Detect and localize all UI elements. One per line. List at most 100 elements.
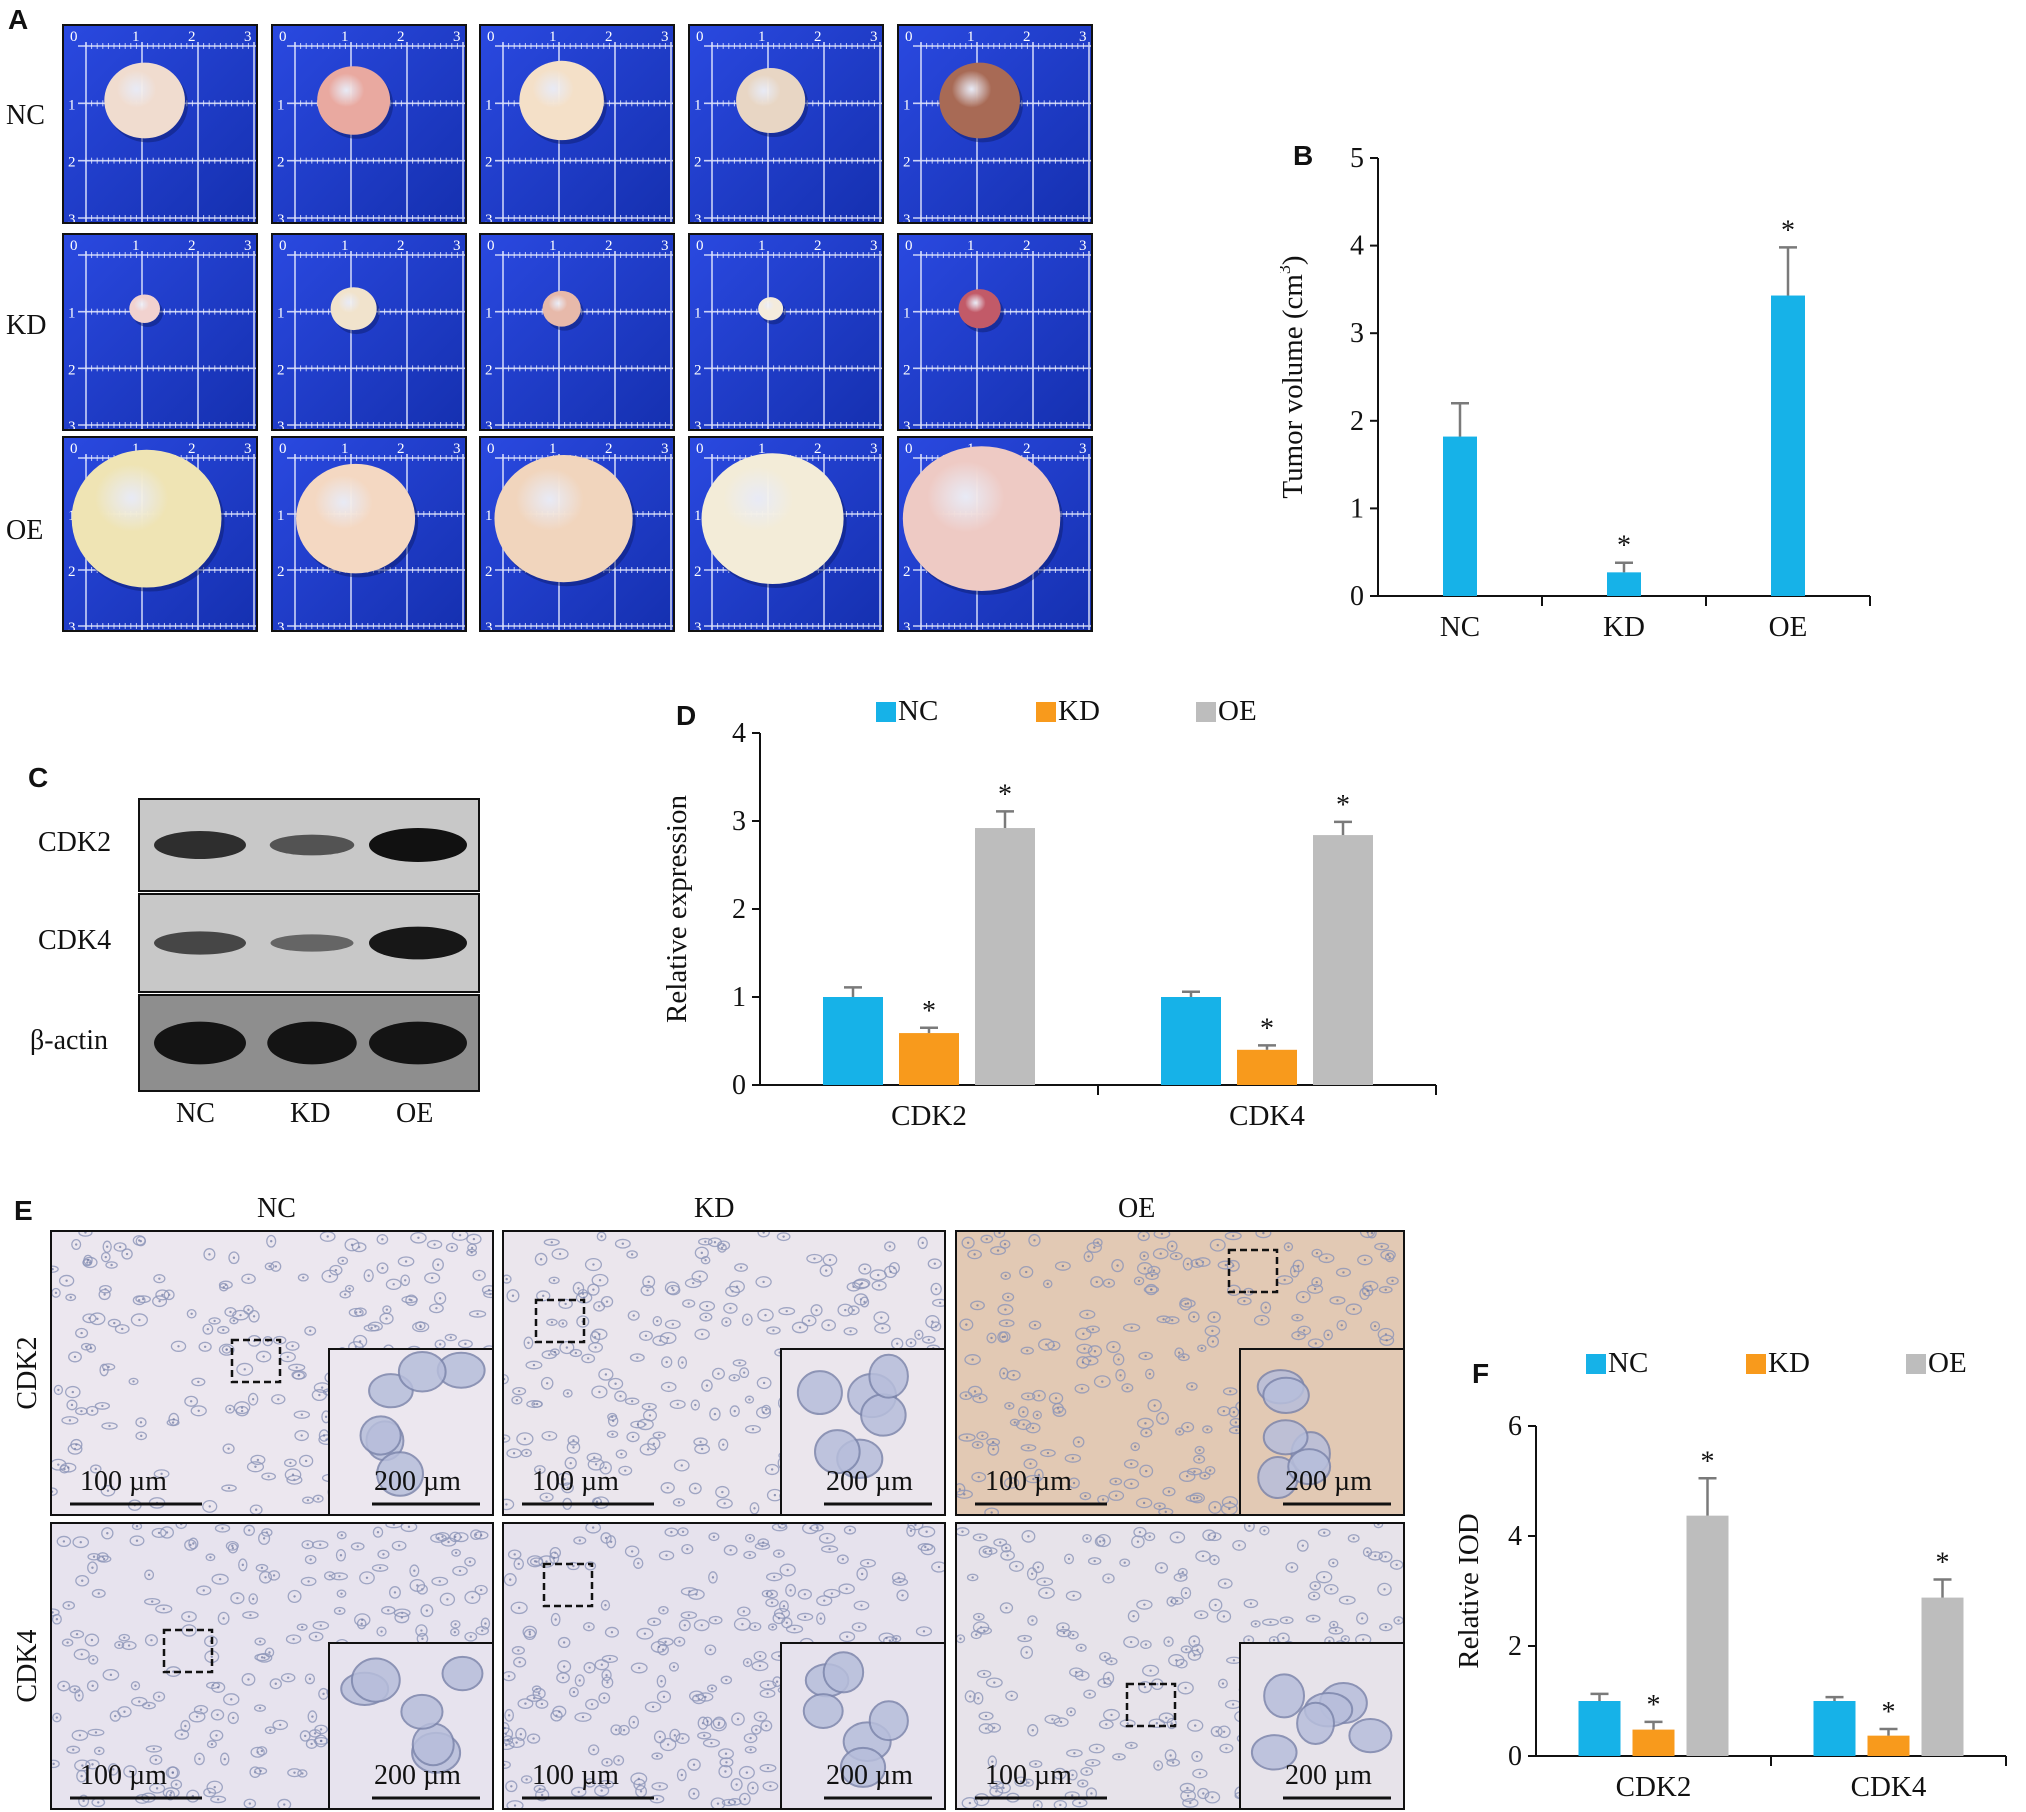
cell-nucleus — [1166, 1596, 1177, 1607]
x-tick-label: CDK4 — [1229, 1100, 1305, 1132]
cell-nucleus — [209, 1729, 224, 1742]
cell-nucleus — [739, 1367, 750, 1379]
cell-nucleus — [1191, 1750, 1203, 1763]
cell-nucleus — [71, 1238, 82, 1251]
cell-nucleus — [400, 1524, 418, 1533]
cell-nucleus — [504, 1374, 509, 1385]
panel-label-b: B — [1293, 140, 1314, 171]
cell-nucleus — [967, 1385, 983, 1398]
cell-nucleus — [1053, 1717, 1069, 1727]
cell-nucleus — [1182, 1798, 1199, 1808]
y-tick-label: 2 — [1508, 1631, 1522, 1662]
significance-star: * — [998, 779, 1012, 810]
cell-nucleus — [618, 1724, 630, 1736]
cell-nucleus — [333, 1606, 346, 1615]
cell-nucleus — [1075, 1643, 1087, 1652]
cell-nucleus — [84, 1633, 100, 1647]
legend-label: NC — [898, 695, 938, 727]
cell-nucleus — [451, 1232, 469, 1241]
cell-nucleus — [264, 1262, 275, 1271]
cell-nucleus — [1197, 1344, 1207, 1353]
cell-nucleus — [1001, 1292, 1015, 1302]
cell-nucleus — [1111, 1258, 1124, 1273]
cell-nucleus — [135, 1417, 147, 1428]
cell-nucleus — [704, 1644, 717, 1656]
ruler-tick-label: 0 — [279, 238, 287, 254]
cell-nucleus — [504, 1740, 515, 1751]
cell-nucleus — [678, 1619, 691, 1632]
roi-box — [1125, 1682, 1177, 1728]
cell-nucleus — [232, 1309, 249, 1321]
cell-nucleus — [1188, 1635, 1201, 1648]
cell-nucleus — [791, 1321, 809, 1334]
ruler-tick-label: 3 — [485, 620, 493, 630]
cell-nucleus — [630, 1662, 648, 1674]
cell-nucleus — [1357, 1254, 1373, 1266]
cell-nucleus — [208, 1317, 221, 1325]
cell-nucleus — [1025, 1422, 1041, 1434]
cell-nucleus — [569, 1348, 583, 1358]
cell-nucleus — [697, 1716, 709, 1730]
cell-nucleus — [987, 1722, 1002, 1733]
cell-nucleus — [321, 1269, 339, 1283]
cell-nucleus — [1163, 1636, 1174, 1647]
cell-nucleus — [450, 1620, 461, 1629]
cell-nucleus — [297, 1273, 309, 1282]
cell-nucleus — [68, 1351, 82, 1363]
cell-nucleus — [1032, 1561, 1044, 1574]
cell-nucleus — [1139, 1251, 1150, 1261]
cell-nucleus — [1144, 1283, 1158, 1296]
cell-nucleus — [734, 1263, 749, 1272]
bar — [1771, 295, 1805, 596]
cell-nucleus — [759, 1680, 777, 1690]
cell-nucleus — [439, 1592, 456, 1606]
cell-nucleus — [656, 1690, 672, 1704]
cell-nucleus — [516, 1432, 534, 1446]
cell-nucleus — [588, 1342, 603, 1353]
cell-nucleus — [549, 1348, 560, 1356]
cell-nucleus — [1056, 1622, 1070, 1633]
cell-nucleus — [702, 1716, 713, 1727]
cell-nucleus-zoom — [397, 1351, 447, 1393]
ruler-tick-label: 3 — [903, 212, 911, 222]
cell-nucleus — [719, 1757, 734, 1768]
cell-nucleus — [131, 1524, 143, 1531]
cell-nucleus — [1053, 1767, 1067, 1780]
significance-star: * — [1936, 1547, 1950, 1578]
cell-nucleus — [1336, 1319, 1347, 1331]
cell-nucleus — [1020, 1444, 1037, 1452]
cell-nucleus — [978, 1545, 993, 1558]
cell-nucleus — [444, 1333, 457, 1342]
tumor-specimen — [104, 62, 185, 139]
legend-label: OE — [1928, 1347, 1967, 1379]
cell-nucleus — [135, 1295, 151, 1304]
scale-label-main: 100 µm — [532, 1760, 619, 1791]
cell-nucleus — [1226, 1259, 1240, 1272]
cell-nucleus — [144, 1634, 158, 1647]
cell-nucleus — [971, 1440, 984, 1449]
bar — [1313, 835, 1373, 1085]
cell-nucleus — [246, 1461, 265, 1473]
cell-nucleus — [574, 1674, 585, 1687]
cell-nucleus — [986, 1332, 997, 1344]
y-tick-label: 1 — [732, 982, 746, 1013]
cell-nucleus — [1377, 1582, 1392, 1596]
tumor-specimen — [494, 455, 633, 583]
bar — [1867, 1735, 1910, 1756]
cell-nucleus — [647, 1617, 662, 1627]
cell-nucleus — [285, 1341, 300, 1351]
cell-nucleus — [131, 1696, 148, 1707]
cell-nucleus — [114, 1324, 130, 1334]
cell-nucleus — [559, 1340, 575, 1355]
ihc-inset — [780, 1642, 946, 1810]
cell-nucleus-zoom — [359, 1415, 402, 1456]
blot-label-cdk4: CDK4 — [38, 925, 112, 956]
cell-nucleus — [557, 1636, 571, 1649]
cell-nucleus — [1208, 1598, 1223, 1612]
cell-nucleus — [1345, 1303, 1362, 1316]
cell-nucleus — [336, 1531, 347, 1540]
cell-nucleus — [697, 1692, 714, 1702]
cell-nucleus — [550, 1710, 563, 1722]
